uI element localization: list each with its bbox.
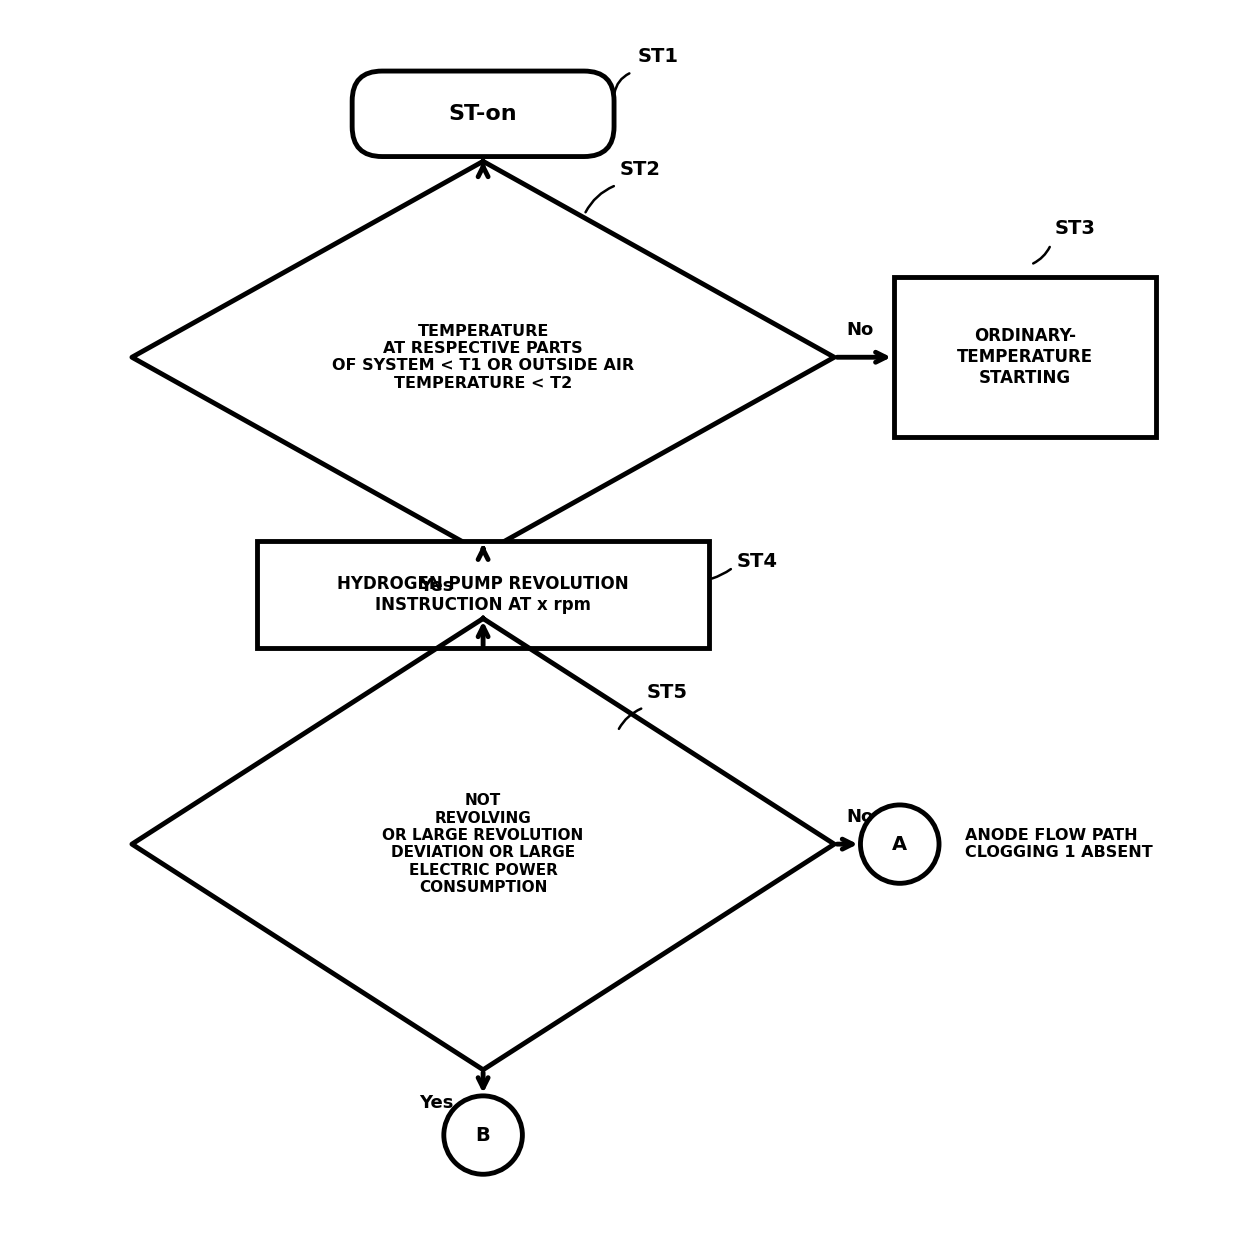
Text: No: No — [846, 322, 873, 339]
Text: ST5: ST5 — [646, 683, 687, 701]
FancyBboxPatch shape — [352, 71, 614, 157]
Polygon shape — [131, 161, 835, 553]
Text: ANODE FLOW PATH
CLOGGING 1 ABSENT: ANODE FLOW PATH CLOGGING 1 ABSENT — [965, 828, 1153, 860]
Bar — [894, 277, 1156, 438]
Text: ST-on: ST-on — [449, 104, 517, 124]
Text: ST4: ST4 — [737, 552, 777, 571]
Polygon shape — [131, 618, 835, 1070]
Text: ST1: ST1 — [637, 47, 678, 67]
Text: TEMPERATURE
AT RESPECTIVE PARTS
OF SYSTEM < T1 OR OUTSIDE AIR
TEMPERATURE < T2: TEMPERATURE AT RESPECTIVE PARTS OF SYSTE… — [332, 324, 634, 391]
Circle shape — [861, 805, 939, 883]
Text: B: B — [476, 1126, 491, 1144]
Text: ORDINARY-
TEMPERATURE
STARTING: ORDINARY- TEMPERATURE STARTING — [957, 328, 1092, 387]
Circle shape — [444, 1096, 522, 1174]
Text: ST3: ST3 — [1054, 219, 1095, 239]
Text: Yes: Yes — [419, 1094, 454, 1112]
Text: ST2: ST2 — [620, 160, 661, 179]
Text: No: No — [846, 808, 873, 826]
Text: NOT
REVOLVING
OR LARGE REVOLUTION
DEVIATION OR LARGE
ELECTRIC POWER
CONSUMPTION: NOT REVOLVING OR LARGE REVOLUTION DEVIAT… — [382, 793, 584, 896]
Text: A: A — [893, 835, 908, 854]
Bar — [257, 542, 709, 648]
Text: HYDROGEN PUMP REVOLUTION
INSTRUCTION AT x rpm: HYDROGEN PUMP REVOLUTION INSTRUCTION AT … — [337, 575, 629, 614]
Text: Yes: Yes — [419, 576, 454, 595]
